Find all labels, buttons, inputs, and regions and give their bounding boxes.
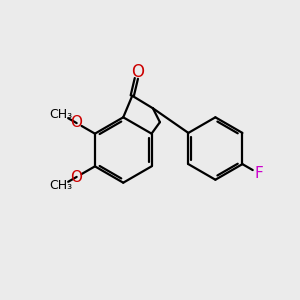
Text: O: O: [131, 63, 144, 81]
Text: CH₃: CH₃: [50, 179, 73, 193]
Text: O: O: [70, 115, 82, 130]
Text: F: F: [254, 166, 263, 181]
Text: CH₃: CH₃: [50, 107, 73, 121]
Text: O: O: [70, 170, 82, 185]
